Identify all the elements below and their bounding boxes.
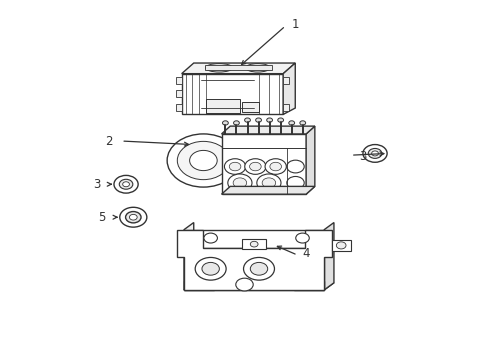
Ellipse shape <box>245 64 269 72</box>
Circle shape <box>202 262 219 275</box>
Circle shape <box>224 159 245 174</box>
Bar <box>242 239 265 249</box>
Bar <box>176 77 182 84</box>
Circle shape <box>177 141 229 180</box>
Circle shape <box>189 150 217 171</box>
Polygon shape <box>181 63 295 74</box>
Circle shape <box>250 241 258 247</box>
Text: 4: 4 <box>302 247 309 260</box>
Ellipse shape <box>205 64 232 72</box>
Bar <box>176 90 182 97</box>
Bar <box>283 104 288 111</box>
Polygon shape <box>204 65 272 71</box>
Circle shape <box>119 179 133 189</box>
Circle shape <box>203 233 217 243</box>
Polygon shape <box>181 74 283 114</box>
Circle shape <box>264 159 286 174</box>
Polygon shape <box>324 222 333 290</box>
Circle shape <box>244 118 250 122</box>
Circle shape <box>286 160 304 173</box>
Polygon shape <box>221 186 314 194</box>
Circle shape <box>195 257 225 280</box>
Circle shape <box>255 118 261 122</box>
Text: 2: 2 <box>105 135 113 148</box>
Circle shape <box>266 118 272 122</box>
Text: 3: 3 <box>359 150 366 163</box>
Text: 3: 3 <box>93 178 101 191</box>
Circle shape <box>233 178 246 188</box>
Circle shape <box>167 134 239 187</box>
Circle shape <box>250 262 267 275</box>
Circle shape <box>233 121 239 125</box>
Circle shape <box>336 242 346 249</box>
Polygon shape <box>283 63 295 114</box>
Polygon shape <box>221 134 305 194</box>
Polygon shape <box>221 126 314 134</box>
Bar <box>331 240 350 251</box>
Circle shape <box>299 121 305 125</box>
Polygon shape <box>177 230 331 290</box>
Text: 1: 1 <box>291 18 299 31</box>
Circle shape <box>120 207 146 227</box>
Bar <box>283 77 288 84</box>
Circle shape <box>269 162 281 171</box>
Polygon shape <box>183 257 214 290</box>
Text: 5: 5 <box>98 211 105 224</box>
Circle shape <box>367 148 381 158</box>
Circle shape <box>371 151 378 156</box>
Circle shape <box>277 118 283 122</box>
Circle shape <box>295 233 308 243</box>
Circle shape <box>229 162 241 171</box>
Polygon shape <box>305 126 314 194</box>
Circle shape <box>235 278 253 291</box>
Circle shape <box>362 145 386 162</box>
Bar <box>205 99 239 113</box>
Circle shape <box>129 215 137 220</box>
Polygon shape <box>183 281 324 290</box>
Bar <box>176 104 182 111</box>
Circle shape <box>122 182 129 187</box>
Polygon shape <box>293 257 324 290</box>
Circle shape <box>125 212 141 223</box>
Polygon shape <box>183 283 333 290</box>
Circle shape <box>243 257 274 280</box>
Circle shape <box>227 174 251 192</box>
Polygon shape <box>183 222 193 290</box>
Circle shape <box>256 174 281 192</box>
Bar <box>242 102 259 112</box>
Circle shape <box>286 176 304 189</box>
Circle shape <box>249 162 261 171</box>
Circle shape <box>262 178 275 188</box>
Circle shape <box>244 159 265 174</box>
Circle shape <box>114 175 138 193</box>
Circle shape <box>288 121 294 125</box>
Circle shape <box>222 121 228 125</box>
Polygon shape <box>183 230 324 248</box>
